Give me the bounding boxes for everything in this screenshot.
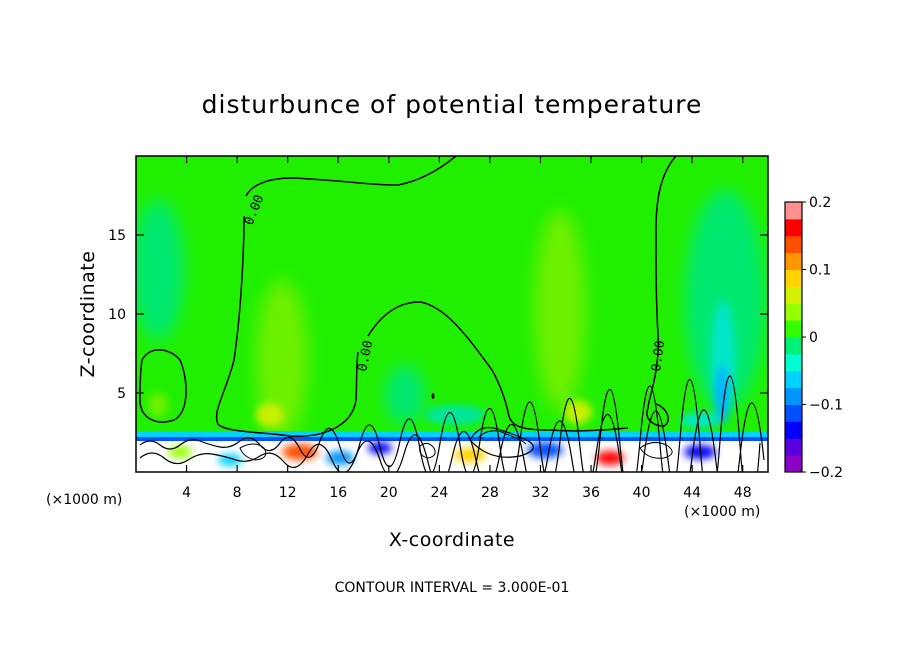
contour-line-main: [245, 156, 677, 427]
colorbar-segment: [785, 370, 802, 389]
y-tick-label: 10: [108, 307, 126, 323]
x-tick-label: 20: [380, 485, 398, 501]
colorbar-segment: [785, 353, 802, 372]
x-units-left: (×1000 m): [46, 492, 122, 508]
x-tick-label: 24: [430, 485, 448, 501]
colorbar-tick-label: −0.1: [809, 398, 843, 414]
contour-dot: [431, 393, 435, 399]
x-tick-label: 48: [734, 485, 752, 501]
x-axis-ticks: 4 8 12 16 20 24 28 32 36 40 44 48: [182, 156, 752, 501]
colorbar-segment: [785, 235, 802, 254]
contour-line-center: [367, 301, 629, 432]
x-tick-label: 40: [633, 485, 651, 501]
x-tick-label: 8: [233, 485, 242, 501]
colorbar-segment: [785, 337, 802, 355]
colorbar-segment: [785, 404, 802, 422]
contour-interval-note: CONTOUR INTERVAL = 3.000E-01: [335, 580, 570, 596]
chart-title: disturbunce of potential temperature: [202, 90, 703, 119]
colorbar: 0.2 0.1 0 −0.1 −0.2: [784, 195, 843, 481]
zero-contours: [139, 156, 677, 437]
colorbar-tick-label: −0.2: [809, 465, 843, 481]
colorbar-segment: [785, 202, 802, 220]
colorbar-segment: [785, 455, 802, 473]
x-tick-label: 44: [683, 485, 701, 501]
colorbar-segment: [785, 387, 802, 405]
colorbar-segment: [785, 303, 802, 321]
x-tick-label: 4: [182, 485, 191, 501]
colorbar-tick-label: 0: [809, 330, 818, 346]
colorbar-segment: [785, 218, 802, 237]
colorbar-segment: [785, 320, 802, 338]
colorbar-segment: [785, 286, 802, 304]
contour-label: 0.00: [649, 339, 668, 372]
contour-line-left: [215, 215, 359, 437]
x-tick-label: 32: [532, 485, 550, 501]
plot-area: 0.00 0.00 0.00: [136, 156, 768, 472]
colorbar-segment: [785, 269, 802, 287]
x-tick-label: 28: [481, 485, 499, 501]
x-units-right: (×1000 m): [684, 504, 760, 520]
contour-closed-left: [139, 349, 187, 423]
surface-layer: [136, 375, 768, 472]
x-axis-label: X-coordinate: [389, 529, 515, 551]
colorbar-segment: [785, 438, 802, 456]
y-axis-ticks: 5 10 15: [108, 228, 768, 402]
contour-label: 0.00: [355, 339, 376, 373]
x-tick-label: 16: [329, 485, 347, 501]
x-tick-label: 36: [582, 485, 600, 501]
colorbar-tick-label: 0.2: [809, 195, 831, 211]
colorbar-segment: [785, 421, 802, 439]
y-tick-label: 5: [117, 386, 126, 402]
y-tick-label: 15: [108, 228, 126, 244]
colorbar-segment: [785, 252, 802, 270]
x-tick-label: 12: [279, 485, 297, 501]
colorbar-tick-label: 0.1: [809, 263, 831, 279]
y-axis-label: Z-coordinate: [77, 251, 99, 378]
